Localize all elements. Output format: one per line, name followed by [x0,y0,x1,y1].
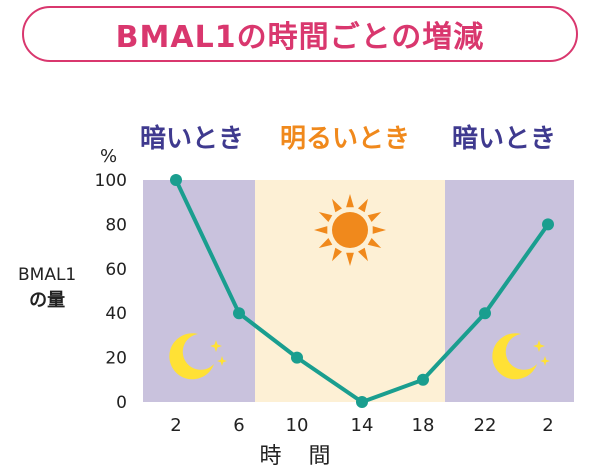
star-icon [533,340,545,352]
moon-crescent [492,333,537,380]
icons [169,194,550,380]
moon-icon [492,333,550,380]
background-bands [143,180,574,402]
sun-ray [367,238,382,248]
data-point [356,396,368,408]
moon-icon [169,333,227,380]
y-tick-label: 80 [105,215,127,235]
y-unit: % [100,146,118,167]
sun-ray [346,252,354,266]
x-tick-label: 2 [170,415,181,436]
x-axis-label: 時 間 [259,444,341,469]
sun-ray [332,247,342,262]
x-tick-label: 18 [412,415,435,436]
sun-ray [358,198,368,213]
period-label-dark-2: 暗いとき [452,124,557,154]
sun-ray [332,198,342,213]
y-tick-label: 40 [105,304,127,324]
y-tick-label: 60 [105,260,127,280]
chart-title: BMAL1の時間ごとの増減 [115,20,485,55]
series-bmal1 [170,174,554,408]
y-axis-label: BMAL1 の量 [18,262,76,314]
x-tick-label: 6 [233,415,244,436]
data-point [170,174,182,186]
y-tick-label: 0 [116,393,127,413]
x-tick-labels: 2 6 10 14 18 22 2 [170,415,553,436]
x-tick-label: 22 [474,415,497,436]
x-tick-label: 14 [351,415,374,436]
data-point [417,373,429,386]
sun-disc [332,212,368,248]
data-point [233,307,245,320]
x-tick-label: 2 [542,415,553,436]
star-icon [210,340,222,352]
y-axis-label-line1: BMAL1 [18,265,77,285]
title-box: BMAL1の時間ごとの増減 [22,6,578,62]
sun-ray [367,212,382,222]
period-label-dark-1: 暗いとき [140,124,245,154]
sun-ray [314,226,328,234]
y-axis-label-line2: の量 [29,290,66,311]
sun-ray [358,247,368,262]
y-tick-labels: 0 20 40 60 80 100 [95,171,127,413]
y-tick-label: 100 [95,171,127,191]
sun-ray [372,226,386,234]
sun-ray [346,194,354,208]
data-point [479,307,491,320]
sun-ray [318,212,333,222]
star-icon [540,356,550,366]
data-point [291,351,303,364]
sun-icon [314,194,386,266]
band-dark-0 [143,180,255,402]
sun-ray [318,238,333,248]
y-tick-label: 20 [105,349,127,369]
moon-crescent [169,333,214,380]
data-point [542,218,554,231]
star-icon [217,356,227,366]
x-tick-label: 10 [286,415,309,436]
period-label-light: 明るいとき [280,124,411,154]
